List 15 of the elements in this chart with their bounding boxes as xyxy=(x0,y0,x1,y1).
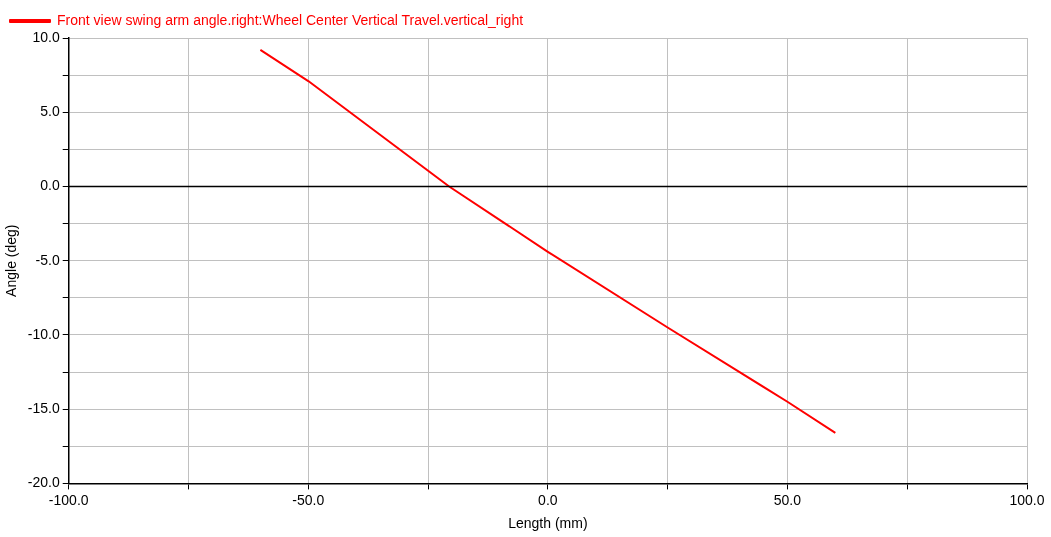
x-tick-label: 100.0 xyxy=(1009,491,1045,508)
x-tick-label: 50.0 xyxy=(773,491,802,508)
x-tick-label: 0.0 xyxy=(538,491,558,508)
x-tick-label: -100.0 xyxy=(48,491,89,508)
y-tick-label: 10.0 xyxy=(32,28,60,45)
legend-label: Front view swing arm angle.right:Wheel Center Vertical Travel.vertical_right xyxy=(57,11,524,28)
y-tick-label: -10.0 xyxy=(27,325,60,342)
x-tick-label: -50.0 xyxy=(292,491,325,508)
y-axis-title: Angle (deg) xyxy=(3,224,20,297)
y-tick-label: 5.0 xyxy=(40,103,60,120)
x-axis-title: Length (mm) xyxy=(508,515,588,532)
y-tick-label: -5.0 xyxy=(35,251,60,268)
y-tick-label: 0.0 xyxy=(40,177,60,194)
y-tick-label: -20.0 xyxy=(27,474,60,491)
y-tick-label: -15.0 xyxy=(27,400,60,417)
